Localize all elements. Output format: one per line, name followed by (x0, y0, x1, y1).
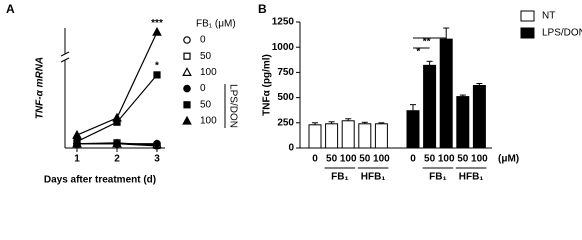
bar (358, 123, 372, 149)
panel-label: B (258, 2, 267, 16)
data-point (73, 137, 81, 146)
data-point (153, 139, 161, 148)
x-axis-title: Days after treatment (d) (44, 175, 156, 186)
legend-label: LPS/DON (542, 28, 582, 39)
x-tick-label: 100 (471, 154, 488, 165)
x-tick-label: 100 (373, 154, 390, 165)
bar (439, 38, 453, 149)
x-tick-label: 100 (438, 154, 455, 165)
legend-title: FB₁ (μM) (196, 19, 236, 30)
unit-label: (μM) (498, 154, 519, 165)
x-tick-label: 2 (114, 154, 120, 165)
axis-break (60, 51, 70, 57)
x-tick-label: 50 (457, 154, 469, 165)
legend-label: 100 (200, 116, 217, 127)
bar (325, 123, 339, 149)
legend-swatch (520, 27, 535, 39)
y-tick-label: 1000 (272, 42, 295, 53)
bar (308, 124, 322, 149)
figure: A B 1 2 3 Days after treatment (d) TNF-α mRN… (6, 2, 582, 186)
y-tick-label: 1250 (272, 17, 295, 28)
panel-label: A (6, 2, 15, 16)
y-axis-title: TNF-α mRNA (35, 57, 46, 119)
data-point (113, 139, 121, 148)
annotation: * (155, 61, 159, 72)
group-label: FB₁ (331, 172, 348, 183)
x-tick-label: 0 (410, 154, 416, 165)
bar (341, 120, 355, 149)
legend-marker (183, 101, 191, 109)
data-point (72, 129, 82, 139)
sig-label: * (416, 47, 420, 58)
legend-label: 50 (200, 51, 212, 62)
x-tick-label: 50 (326, 154, 338, 165)
group-label: LPS/DON (227, 84, 238, 128)
bar (472, 85, 486, 149)
y-tick-label: 500 (277, 92, 294, 103)
bar (423, 64, 437, 149)
data-point (112, 112, 122, 122)
x-tick-label: 50 (424, 154, 436, 165)
x-tick-label: 1 (74, 154, 80, 165)
legend-marker (183, 52, 191, 60)
bar (406, 110, 420, 149)
axis-break (60, 57, 70, 63)
legend-label: 50 (200, 99, 212, 110)
legend-label: NT (542, 11, 555, 22)
bar (456, 96, 470, 149)
legend-marker (183, 84, 191, 93)
x-tick-label: 3 (154, 154, 160, 165)
legend-label: 100 (200, 67, 217, 78)
group-label: FB₁ (429, 172, 446, 183)
y-tick-label: 250 (277, 117, 294, 128)
sig-label: ** (423, 37, 431, 48)
x-tick-label: 100 (340, 154, 357, 165)
x-tick-label: 50 (359, 154, 371, 165)
legend-label: 0 (200, 35, 206, 46)
data-point (153, 71, 161, 79)
y-axis-title: TNFα (pg/ml) (262, 54, 273, 116)
group-label: HFB₁ (459, 172, 484, 183)
series-line (76, 74, 158, 143)
legend-marker (183, 36, 191, 44)
bar (374, 123, 388, 149)
x-tick-label: 0 (312, 154, 318, 165)
legend-swatch (520, 10, 535, 22)
y-tick-label: 0 (288, 143, 294, 154)
group-label: HFB₁ (361, 172, 386, 183)
legend-marker (182, 115, 192, 125)
annotation: *** (151, 18, 163, 29)
legend-label: 0 (200, 83, 206, 94)
y-tick-label: 750 (277, 67, 294, 78)
data-point (152, 26, 162, 36)
legend-marker (182, 67, 192, 76)
